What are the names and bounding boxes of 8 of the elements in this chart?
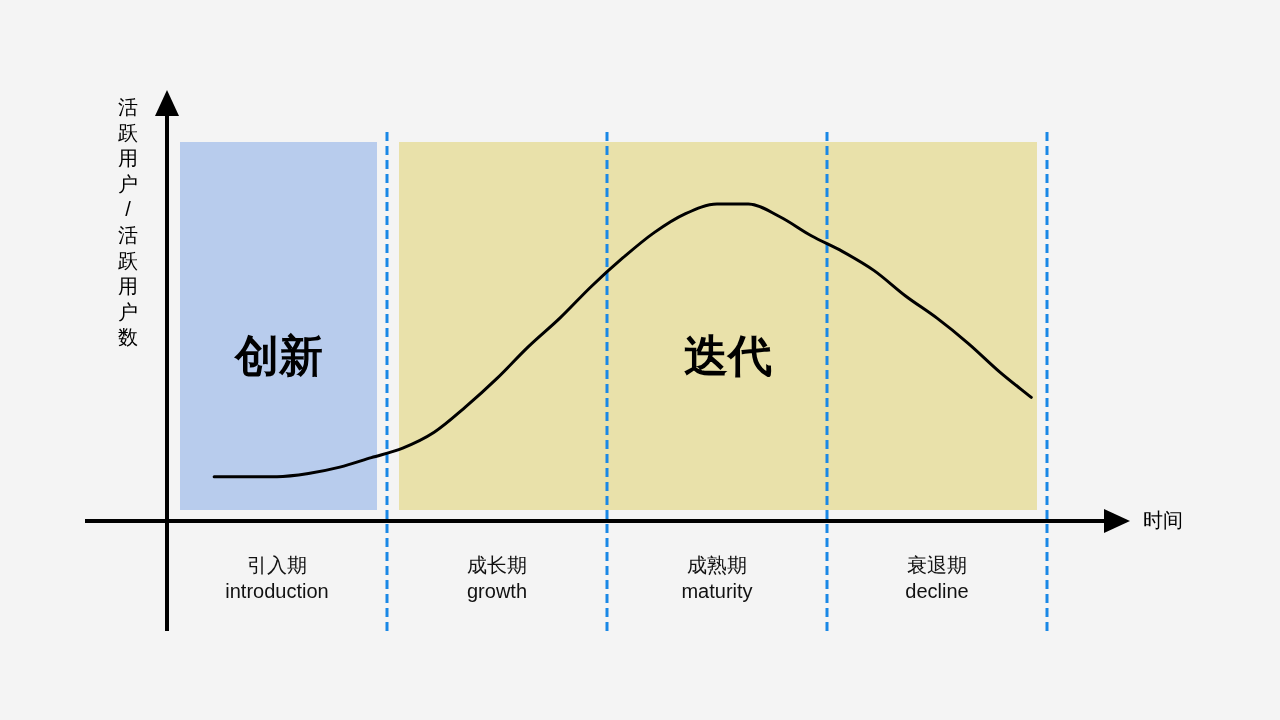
x-tick-label: 衰退期 decline [905, 553, 969, 602]
x-axis-title: 时间 [1143, 508, 1183, 531]
x-tick-label: 引入期 introduction [225, 553, 329, 602]
x-tick-label: 成熟期 maturity [681, 553, 753, 602]
annotation: 创新 [232, 331, 323, 381]
annotation: 迭代 [684, 331, 772, 381]
x-tick-label: 成长期 growth [466, 553, 528, 602]
text: 活跃用户/活跃用户数 [118, 96, 138, 349]
